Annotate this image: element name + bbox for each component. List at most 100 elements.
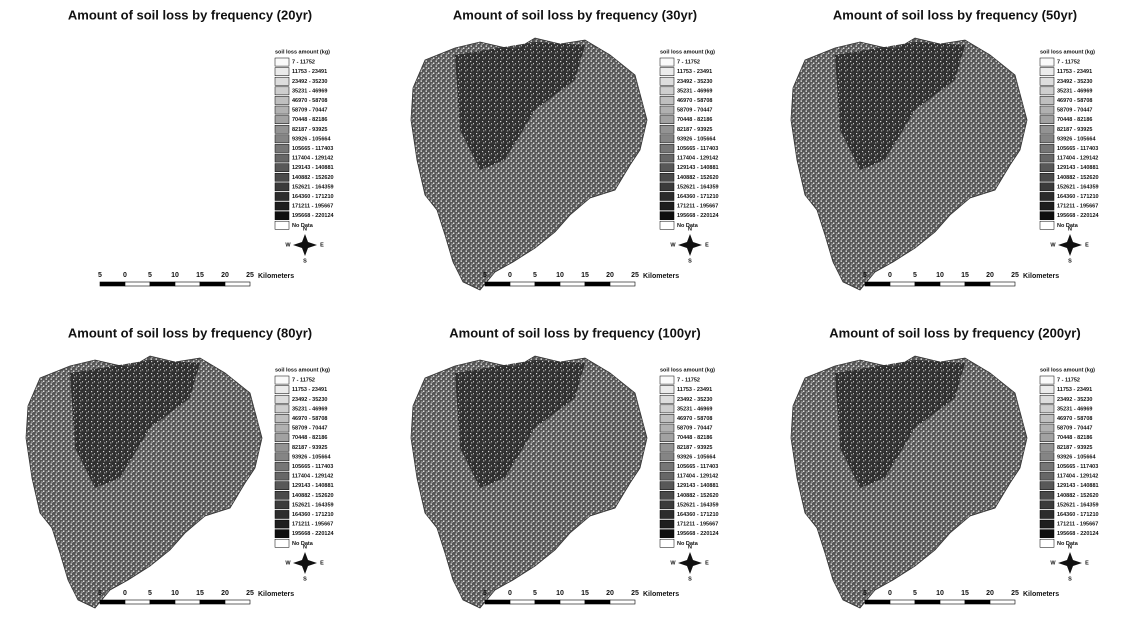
legend-label: 117404 - 129142 xyxy=(292,474,333,480)
legend-label: 164360 - 171210 xyxy=(677,194,719,200)
scale-unit: Kilometers xyxy=(1023,591,1059,598)
legend-title: soil loss amount (kg) xyxy=(1040,367,1095,373)
legend-label: 23492 - 35230 xyxy=(677,397,712,403)
compass-star xyxy=(1058,552,1082,574)
scale-label: 15 xyxy=(961,590,969,597)
legend-label: 140882 - 152620 xyxy=(677,175,719,181)
legend-swatch xyxy=(275,173,289,181)
scale-segment xyxy=(200,282,225,286)
legend-swatch xyxy=(275,116,289,124)
figure: Amount of soil loss by frequency (20yr)s… xyxy=(0,0,1141,639)
legend-swatch xyxy=(1040,77,1054,85)
legend-swatch xyxy=(1040,443,1054,451)
compass-letter: W xyxy=(670,242,676,248)
compass-letter: E xyxy=(320,242,324,248)
map-panel: Amount of soil loss by frequency (200yr)… xyxy=(791,325,1100,608)
legend-label: 171211 - 195667 xyxy=(1057,204,1098,210)
scale-label: 0 xyxy=(508,272,512,279)
legend-label: 129143 - 140881 xyxy=(1057,165,1099,171)
compass-letter: W xyxy=(285,560,291,566)
scale-segment xyxy=(560,600,585,604)
legend-label: 152621 - 164359 xyxy=(1057,502,1099,508)
legend-swatch xyxy=(275,510,289,518)
scale-segment xyxy=(560,282,585,286)
scale-segment xyxy=(175,600,200,604)
legend-label: 140882 - 152620 xyxy=(292,175,334,181)
legend-swatch xyxy=(275,539,289,547)
map-panel: Amount of soil loss by frequency (80yr)s… xyxy=(26,325,335,608)
legend-swatch xyxy=(660,520,674,528)
map-panel: Amount of soil loss by frequency (50yr)s… xyxy=(791,7,1100,290)
compass-letter: S xyxy=(303,576,307,582)
legend-title: soil loss amount (kg) xyxy=(660,49,715,55)
scale-label: 5 xyxy=(533,590,537,597)
legend-label: 195668 - 220124 xyxy=(677,531,720,537)
scale-label: 15 xyxy=(196,590,204,597)
legend-swatch xyxy=(660,501,674,509)
scale-segment xyxy=(890,600,915,604)
scale-label: 5 xyxy=(98,590,102,597)
legend-swatch xyxy=(660,443,674,451)
legend-label: 70448 - 82186 xyxy=(677,435,712,441)
scale-label: 20 xyxy=(986,590,994,597)
scale-label: 0 xyxy=(508,590,512,597)
legend-swatch xyxy=(660,434,674,442)
compass-letter: S xyxy=(688,576,692,582)
scale-label: 10 xyxy=(171,272,179,279)
compass-letter: E xyxy=(705,242,709,248)
legend-label: 70448 - 82186 xyxy=(292,435,327,441)
legend-swatch xyxy=(275,443,289,451)
legend-label: 82187 - 93925 xyxy=(677,127,712,133)
legend-label: 140882 - 152620 xyxy=(1057,175,1099,181)
legend-swatch xyxy=(660,192,674,200)
panel-title: Amount of soil loss by frequency (30yr) xyxy=(453,7,697,22)
legend-label: 7 - 11752 xyxy=(1057,60,1080,66)
scale-segment xyxy=(585,600,610,604)
scale-segment xyxy=(485,282,510,286)
map-panel: Amount of soil loss by frequency (100yr)… xyxy=(411,325,720,608)
legend-label: 105665 - 117403 xyxy=(292,146,333,152)
legend-swatch xyxy=(275,414,289,422)
scale-segment xyxy=(100,600,125,604)
scale-label: 15 xyxy=(961,272,969,279)
legend-label: 171211 - 195667 xyxy=(677,204,718,210)
legend-label: 171211 - 195667 xyxy=(677,522,718,528)
legend-label: 23492 - 35230 xyxy=(292,397,327,403)
legend-label: 152621 - 164359 xyxy=(292,502,334,508)
legend-label: 7 - 11752 xyxy=(677,378,700,384)
legend-swatch xyxy=(660,183,674,191)
legend-swatch xyxy=(1040,501,1054,509)
legend-swatch xyxy=(275,96,289,104)
legend-swatch xyxy=(1040,125,1054,133)
scale-segment xyxy=(865,282,890,286)
legend-label: 46970 - 58708 xyxy=(677,416,712,422)
legend-swatch xyxy=(275,472,289,480)
legend-label: 11753 - 23491 xyxy=(677,69,712,75)
compass-letter: W xyxy=(1050,560,1056,566)
compass-letter: S xyxy=(688,258,692,264)
legend-label: 82187 - 93925 xyxy=(292,445,327,451)
legend-swatch xyxy=(1040,183,1054,191)
legend-swatch xyxy=(660,154,674,162)
legend-label: 164360 - 171210 xyxy=(677,512,719,518)
legend-swatch xyxy=(275,462,289,470)
legend-swatch xyxy=(660,202,674,210)
scale-segment xyxy=(125,600,150,604)
compass-star xyxy=(678,552,702,574)
legend-swatch xyxy=(1040,386,1054,394)
compass-letter: N xyxy=(688,226,692,232)
legend-swatch xyxy=(1040,164,1054,172)
legend-label: 93926 - 105664 xyxy=(292,454,331,460)
legend-swatch xyxy=(660,472,674,480)
legend-swatch xyxy=(660,482,674,490)
legend-label: 11753 - 23491 xyxy=(1057,69,1092,75)
scale-label: 0 xyxy=(123,272,127,279)
legend-swatch xyxy=(275,183,289,191)
scale-label: 5 xyxy=(483,590,487,597)
compass-letter: E xyxy=(1085,242,1089,248)
scale-segment xyxy=(150,282,175,286)
scale-label: 25 xyxy=(246,590,254,597)
legend-label: 11753 - 23491 xyxy=(1057,387,1092,393)
legend-swatch xyxy=(1040,116,1054,124)
scale-label: 20 xyxy=(606,590,614,597)
